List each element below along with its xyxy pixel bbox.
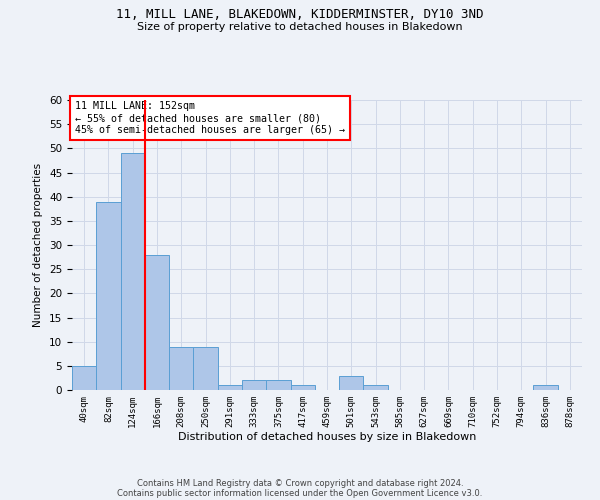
Bar: [193, 346, 218, 390]
Bar: [290, 385, 315, 390]
Bar: [96, 202, 121, 390]
Bar: [72, 366, 96, 390]
Bar: [242, 380, 266, 390]
Text: Distribution of detached houses by size in Blakedown: Distribution of detached houses by size …: [178, 432, 476, 442]
Bar: [364, 385, 388, 390]
Text: Contains public sector information licensed under the Open Government Licence v3: Contains public sector information licen…: [118, 488, 482, 498]
Bar: [218, 385, 242, 390]
Bar: [533, 385, 558, 390]
Bar: [339, 376, 364, 390]
Text: 11 MILL LANE: 152sqm
← 55% of detached houses are smaller (80)
45% of semi-detac: 11 MILL LANE: 152sqm ← 55% of detached h…: [74, 102, 344, 134]
Bar: [266, 380, 290, 390]
Bar: [169, 346, 193, 390]
Bar: [121, 153, 145, 390]
Text: 11, MILL LANE, BLAKEDOWN, KIDDERMINSTER, DY10 3ND: 11, MILL LANE, BLAKEDOWN, KIDDERMINSTER,…: [116, 8, 484, 20]
Text: Size of property relative to detached houses in Blakedown: Size of property relative to detached ho…: [137, 22, 463, 32]
Y-axis label: Number of detached properties: Number of detached properties: [34, 163, 43, 327]
Bar: [145, 254, 169, 390]
Text: Contains HM Land Registry data © Crown copyright and database right 2024.: Contains HM Land Registry data © Crown c…: [137, 478, 463, 488]
